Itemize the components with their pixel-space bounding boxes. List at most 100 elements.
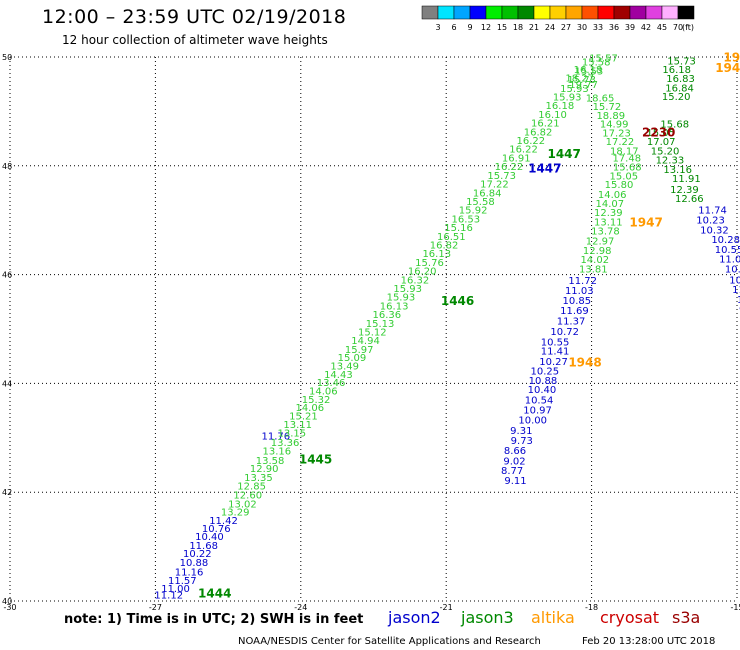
wave-height-label: 15.93 xyxy=(560,84,589,95)
y-tick-label: 48 xyxy=(2,162,12,171)
wave-height-label: 16.53 xyxy=(452,214,481,225)
page-title: 12:00 – 23:59 UTC 02/19/2018 xyxy=(42,6,347,28)
legend-jason2: jason2 xyxy=(388,608,441,627)
y-tick-label: 42 xyxy=(2,488,12,497)
wave-height-label: 17.22 xyxy=(480,180,509,191)
time-label: 1947 xyxy=(629,216,662,230)
y-tick-label: 46 xyxy=(2,271,12,280)
wave-height-label: 10.40 xyxy=(528,385,557,396)
colorbar-label: 12 xyxy=(481,23,491,32)
wave-height-label: 14.43 xyxy=(324,370,353,381)
colorbar-label: 39 xyxy=(625,23,635,32)
wave-height-label: 14.06 xyxy=(295,403,324,414)
wave-height-label: 11.76 xyxy=(262,431,291,442)
x-tick-label: -30 xyxy=(3,603,16,612)
wave-height-label: 13.11 xyxy=(283,420,312,431)
x-tick-label: -18 xyxy=(585,603,598,612)
wave-height-label: 15.32 xyxy=(302,395,331,406)
wave-height-label: 13.16 xyxy=(263,447,292,458)
time-label: 2230 xyxy=(642,125,675,139)
wave-height-label: 10.85 xyxy=(563,296,592,307)
wave-height-label: 13.49 xyxy=(330,361,359,372)
legend-s3a: s3a xyxy=(672,608,701,627)
wave-height-label: 10.97 xyxy=(523,405,552,416)
credit-text: NOAA/NESDIS Center for Satellite Applica… xyxy=(238,636,541,647)
wave-height-label: 11.68 xyxy=(189,541,218,552)
wave-height-label: 9.28 xyxy=(739,305,740,316)
wave-height-label: 11.00 xyxy=(161,584,190,595)
wave-height-label: 9.11 xyxy=(504,476,526,487)
colorbar-label: 42 xyxy=(641,23,651,32)
wave-height-label: 12.85 xyxy=(237,481,266,492)
colorbar-label: 36 xyxy=(609,23,619,32)
wave-height-label: 14.99 xyxy=(600,120,629,131)
colorbar-label: 9 xyxy=(467,23,472,32)
time-label: 1447 xyxy=(528,161,561,175)
wave-height-label: 15.05 xyxy=(646,128,675,139)
time-label: 1948 xyxy=(568,356,601,370)
legend-cryosat: cryosat xyxy=(600,608,660,627)
y-tick-label: 44 xyxy=(2,379,12,388)
wave-height-label: 9.31 xyxy=(510,426,532,437)
wave-height-label: 11.03 xyxy=(565,286,594,297)
colorbar-label: 18 xyxy=(513,23,523,32)
colorbar-label: 3 xyxy=(435,23,440,32)
wave-height-label: 10.76 xyxy=(202,524,231,535)
legend-jason3: jason3 xyxy=(461,608,514,627)
wave-height-label: 18.27 xyxy=(565,73,594,84)
wave-height-label: 16.22 xyxy=(495,162,524,173)
wave-height-label: 16.22 xyxy=(509,145,538,156)
colorbar-label: 70 xyxy=(673,23,683,32)
page-subtitle: 12 hour collection of altimeter wave hei… xyxy=(62,33,328,47)
wave-height-label: 16.20 xyxy=(408,267,437,278)
colorbar-label: 15 xyxy=(497,23,507,32)
time-label: 1446 xyxy=(441,294,474,308)
wave-height-label: 15.68 xyxy=(660,120,689,131)
wave-height-label: 15.72 xyxy=(593,102,622,113)
wave-height-label: 17.23 xyxy=(602,128,631,139)
wave-height-label: 11.91 xyxy=(672,174,701,185)
wave-height-label: 11.12 xyxy=(154,590,183,601)
colorbar-label: 30 xyxy=(577,23,587,32)
wave-height-label: 16.18 xyxy=(546,101,575,112)
wave-height-label: 15.93 xyxy=(387,293,416,304)
wave-height-label: 15.76 xyxy=(415,258,444,269)
wave-height-label: 12.33 xyxy=(656,156,685,167)
wave-height-label: 10.25 xyxy=(531,367,560,378)
wave-height-label: 12.66 xyxy=(675,194,704,205)
wave-height-label: 15.05 xyxy=(610,171,639,182)
y-tick-label: 40 xyxy=(2,597,12,606)
wave-height-label: 16.36 xyxy=(373,310,402,321)
wave-height-label: 15.57 xyxy=(589,53,618,64)
colorbar-label: 45 xyxy=(657,23,667,32)
wave-height-label: 13.36 xyxy=(271,438,300,449)
wave-height-label: 16.21 xyxy=(531,119,560,130)
wave-height-label: 13.16 xyxy=(663,165,692,176)
colorbar-swatch xyxy=(597,5,615,20)
x-tick-label: -27 xyxy=(149,603,162,612)
wave-height-label: 16.18 xyxy=(574,65,603,76)
wave-height-label: 15.13 xyxy=(366,319,395,330)
wave-height-label: 8.77 xyxy=(501,466,523,477)
wave-height-label: 11.58 xyxy=(732,285,740,296)
colorbar-swatch xyxy=(485,5,503,20)
wave-height-label: 16.22 xyxy=(516,136,545,147)
colorbar-label: 6 xyxy=(451,23,456,32)
colorbar-swatch xyxy=(437,5,455,20)
time-label: 1945 xyxy=(723,50,740,64)
wave-height-label: 13.15 xyxy=(278,429,307,440)
colorbar-unit: (ft) xyxy=(682,23,694,32)
wave-height-label: 15.12 xyxy=(358,328,387,339)
wave-height-label: 12.90 xyxy=(250,464,279,475)
wave-height-label: 16.84 xyxy=(473,188,502,199)
colorbar-swatch xyxy=(581,5,599,20)
wave-height-label: 18.17 xyxy=(610,146,639,157)
colorbar-label: 21 xyxy=(529,23,539,32)
wave-height-label: 8.66 xyxy=(504,446,526,457)
wave-height-label: 15.16 xyxy=(444,223,473,234)
colorbar-swatch xyxy=(661,5,679,20)
wave-height-label: 10.88 xyxy=(529,376,558,387)
wave-height-label: 14.02 xyxy=(580,255,609,266)
colorbar-swatch xyxy=(469,5,487,20)
